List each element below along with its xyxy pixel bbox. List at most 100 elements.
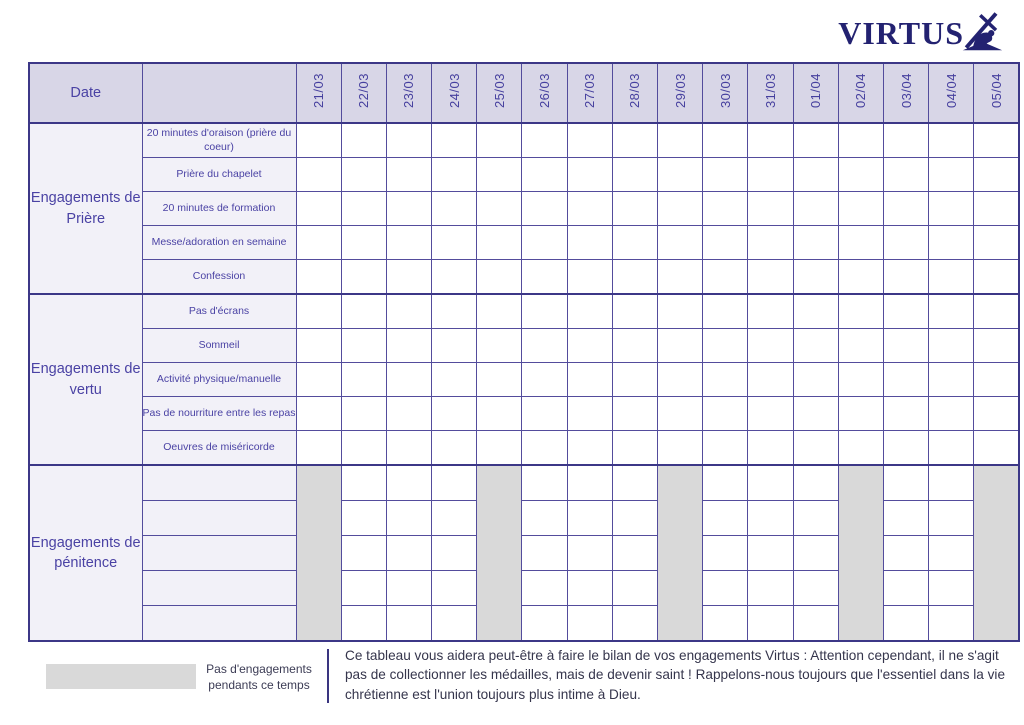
date-header-30/03: 30/03 (702, 62, 749, 124)
grid-cell (837, 430, 884, 466)
grid-cell (792, 570, 839, 606)
grid-cell (611, 362, 659, 397)
date-header-label: 24/03 (446, 72, 462, 109)
grid-cell (702, 157, 749, 192)
grid-cell (747, 259, 794, 295)
date-header-26/03: 26/03 (521, 62, 568, 124)
grid-cell (521, 122, 568, 158)
grid-cell (792, 122, 839, 158)
grid-cell (611, 293, 659, 329)
grid-cell (882, 535, 930, 571)
grid-cell (973, 259, 1020, 295)
grid-cell (928, 535, 975, 571)
virtus-logo: VIRTUS (838, 12, 1004, 52)
grid-cell (928, 570, 975, 606)
grid-cell (611, 570, 659, 606)
date-header-label: 01/04 (808, 72, 824, 109)
grid-cell (882, 464, 930, 501)
grid-cell (928, 191, 975, 226)
grid-cell (837, 122, 884, 158)
grid-cell (702, 293, 749, 329)
grid-cell (702, 570, 749, 606)
grid-cell (385, 122, 433, 158)
grid-cell (385, 293, 433, 329)
grid-cell (973, 430, 1020, 466)
date-header-04/04: 04/04 (928, 62, 975, 124)
row-label: 20 minutes d'oraison (prière du coeur) (141, 122, 297, 158)
row-label: Activité physique/manuelle (141, 362, 297, 397)
grid-cell (882, 293, 930, 329)
grid-cell (385, 605, 433, 642)
grid-cell (295, 225, 342, 260)
grid-cell (295, 259, 342, 295)
date-header-label: 04/04 (943, 72, 959, 109)
grid-cell (747, 430, 794, 466)
grid-cell (611, 259, 659, 295)
grid-cell (882, 259, 930, 295)
grid-cell (431, 535, 478, 571)
grid-cell (928, 464, 975, 501)
grid-cell (566, 157, 613, 192)
grid-cell (521, 259, 568, 295)
grid-cell (837, 259, 884, 295)
grid-cell (611, 328, 659, 363)
row-label (141, 464, 297, 501)
grid-cell (295, 157, 342, 192)
grid-cell (431, 362, 478, 397)
grid-cell (792, 191, 839, 226)
grid-cell (837, 396, 884, 431)
section-label: Engagements de pénitence (28, 464, 143, 642)
date-header-24/03: 24/03 (431, 62, 478, 124)
grid-cell (521, 500, 568, 536)
grid-cell (837, 328, 884, 363)
grid-cell (792, 430, 839, 466)
grid-cell (611, 464, 659, 501)
date-header-label: 21/03 (311, 72, 327, 109)
grid-cell (837, 225, 884, 260)
grid-cell (882, 430, 930, 466)
date-header-label: 31/03 (762, 72, 778, 109)
grid-cell (431, 396, 478, 431)
date-header-22/03: 22/03 (340, 62, 387, 124)
grid-cell (928, 122, 975, 158)
grid-cell (340, 605, 387, 642)
grid-cell (656, 157, 704, 192)
grid-cell (928, 225, 975, 260)
grid-cell (702, 225, 749, 260)
grid-cell (611, 191, 659, 226)
grid-cell (837, 362, 884, 397)
grid-cell (882, 157, 930, 192)
grid-cell (656, 191, 704, 226)
grid-cell (431, 464, 478, 501)
grid-cell (566, 396, 613, 431)
grid-cell (476, 157, 523, 192)
row-label (141, 605, 297, 642)
grid-cell (340, 259, 387, 295)
grid-cell (702, 535, 749, 571)
grid-cell (747, 605, 794, 642)
grid-cell (385, 259, 433, 295)
grid-cell (521, 570, 568, 606)
grid-cell (973, 122, 1020, 158)
grid-cell (521, 535, 568, 571)
grid-cell (521, 430, 568, 466)
grid-cell (702, 464, 749, 501)
grid-cell (431, 259, 478, 295)
grid-cell (476, 396, 523, 431)
no-engagement-column-21/03 (295, 464, 342, 642)
date-header-29/03: 29/03 (656, 62, 704, 124)
date-header-23/03: 23/03 (385, 62, 433, 124)
grid-cell (521, 191, 568, 226)
grid-cell (340, 122, 387, 158)
grid-cell (792, 157, 839, 192)
grid-cell (656, 430, 704, 466)
grid-cell (431, 328, 478, 363)
section-label: Engagements de vertu (28, 293, 143, 466)
grid-cell (385, 535, 433, 571)
grid-cell (521, 157, 568, 192)
section-label: Engagements de Prière (28, 122, 143, 295)
grid-cell (882, 191, 930, 226)
grid-cell (882, 500, 930, 536)
grid-cell (566, 535, 613, 571)
